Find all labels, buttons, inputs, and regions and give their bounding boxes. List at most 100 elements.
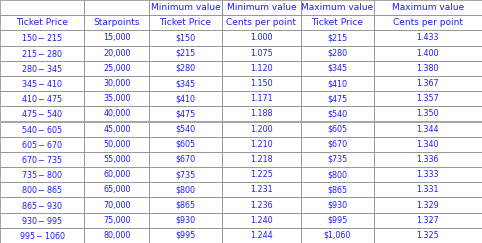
Bar (222, 15, 301, 30)
Text: $540: $540 (175, 125, 196, 134)
Text: 1.231: 1.231 (250, 185, 273, 194)
Bar (0, 228, 84, 243)
Bar (374, 106, 482, 122)
Text: $150-$215: $150-$215 (21, 33, 63, 43)
Text: $735: $735 (175, 170, 196, 179)
Bar (84, 91, 149, 106)
Text: Maximum value: Maximum value (392, 3, 464, 12)
Text: $215: $215 (327, 34, 348, 43)
Bar (301, 30, 374, 46)
Text: $605: $605 (327, 125, 348, 134)
Bar (222, 197, 301, 213)
Text: 1.200: 1.200 (250, 125, 273, 134)
Bar (0, 91, 84, 106)
Text: Maximum value: Maximum value (301, 3, 374, 12)
Text: 1.357: 1.357 (416, 94, 439, 103)
Text: $280-$345: $280-$345 (21, 63, 63, 74)
Bar (149, 137, 222, 152)
Bar (374, 91, 482, 106)
Text: 1.340: 1.340 (416, 140, 439, 149)
Bar (222, 152, 301, 167)
Bar (149, 122, 222, 137)
Bar (374, 30, 482, 46)
Bar (301, 197, 374, 213)
Bar (222, 137, 301, 152)
Text: Ticket Price: Ticket Price (311, 18, 363, 27)
Bar (301, 182, 374, 197)
Bar (374, 228, 482, 243)
Bar (374, 61, 482, 76)
Text: 1.400: 1.400 (416, 49, 439, 58)
Bar (84, 61, 149, 76)
Text: $930: $930 (175, 216, 196, 225)
Text: $930-$995: $930-$995 (21, 215, 63, 226)
Bar (222, 122, 301, 137)
Text: $540: $540 (327, 109, 348, 118)
Bar (149, 182, 222, 197)
Bar (222, 182, 301, 197)
Text: Cents per point: Cents per point (227, 18, 296, 27)
Text: 1.000: 1.000 (250, 34, 273, 43)
Bar (84, 152, 149, 167)
Text: $670-$735: $670-$735 (21, 154, 63, 165)
Bar (0, 0, 84, 15)
Text: 65,000: 65,000 (103, 185, 131, 194)
Text: 45,000: 45,000 (103, 125, 131, 134)
Text: $345: $345 (327, 64, 348, 73)
Bar (301, 228, 374, 243)
Text: 25,000: 25,000 (103, 64, 131, 73)
Text: $800: $800 (175, 185, 196, 194)
Text: $150: $150 (175, 34, 196, 43)
Text: $605: $605 (175, 140, 196, 149)
Text: 1.329: 1.329 (416, 200, 439, 209)
Bar (84, 137, 149, 152)
Text: $865: $865 (175, 200, 196, 209)
Bar (84, 30, 149, 46)
Text: $475-$540: $475-$540 (21, 108, 63, 119)
Bar (301, 15, 374, 30)
Bar (374, 122, 482, 137)
Text: 1.333: 1.333 (416, 170, 439, 179)
Bar (301, 76, 374, 91)
Text: Ticket Price: Ticket Price (160, 18, 212, 27)
Bar (149, 30, 222, 46)
Text: 1.240: 1.240 (250, 216, 273, 225)
Bar (222, 91, 301, 106)
Text: $995-$1060: $995-$1060 (19, 230, 66, 241)
Bar (222, 228, 301, 243)
Bar (374, 0, 482, 15)
Bar (374, 15, 482, 30)
Text: 55,000: 55,000 (103, 155, 131, 164)
Text: $410-$475: $410-$475 (21, 93, 63, 104)
Bar (0, 61, 84, 76)
Bar (84, 228, 149, 243)
Text: $280: $280 (327, 49, 348, 58)
Text: 80,000: 80,000 (103, 231, 131, 240)
Bar (84, 46, 149, 61)
Bar (222, 61, 301, 76)
Text: 60,000: 60,000 (103, 170, 131, 179)
Text: 15,000: 15,000 (103, 34, 131, 43)
Bar (0, 46, 84, 61)
Bar (222, 0, 301, 15)
Bar (301, 61, 374, 76)
Bar (374, 182, 482, 197)
Bar (222, 167, 301, 182)
Bar (374, 76, 482, 91)
Text: Cents per point: Cents per point (393, 18, 463, 27)
Text: 1.367: 1.367 (416, 79, 439, 88)
Bar (0, 213, 84, 228)
Bar (84, 182, 149, 197)
Bar (301, 106, 374, 122)
Text: 70,000: 70,000 (103, 200, 131, 209)
Text: 50,000: 50,000 (103, 140, 131, 149)
Bar (84, 122, 149, 137)
Bar (374, 152, 482, 167)
Text: $865-$930: $865-$930 (21, 200, 63, 210)
Bar (149, 46, 222, 61)
Bar (301, 91, 374, 106)
Bar (301, 213, 374, 228)
Bar (301, 137, 374, 152)
Bar (0, 15, 84, 30)
Text: 1.344: 1.344 (416, 125, 439, 134)
